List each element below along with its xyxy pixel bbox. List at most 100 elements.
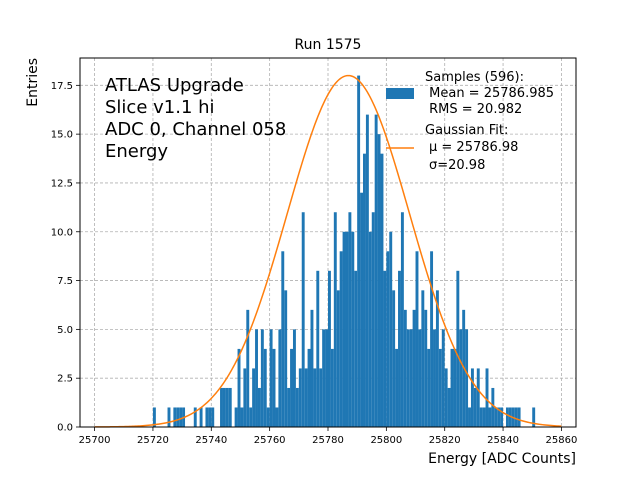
chart-title: Run 1575 bbox=[295, 37, 362, 53]
histogram-bar bbox=[485, 368, 489, 427]
histogram-bar bbox=[249, 407, 253, 427]
histogram-bar bbox=[176, 407, 180, 427]
histogram-bar bbox=[505, 407, 509, 427]
histogram-bar bbox=[354, 270, 358, 427]
histogram-bar bbox=[193, 407, 197, 427]
x-tick-label: 25840 bbox=[487, 435, 519, 446]
y-tick-label: 0.0 bbox=[57, 423, 73, 434]
histogram-bar bbox=[205, 407, 209, 427]
histogram-bar bbox=[333, 212, 337, 427]
histogram-bar bbox=[415, 251, 419, 427]
histogram-bar bbox=[179, 407, 183, 427]
histogram-bar bbox=[330, 348, 334, 427]
histogram-bar bbox=[278, 329, 282, 427]
gaussian-fit-curve bbox=[94, 74, 562, 428]
histogram-bar bbox=[438, 348, 442, 427]
histogram-bar bbox=[398, 270, 401, 427]
histogram-bar bbox=[228, 387, 232, 427]
histogram-bar bbox=[368, 231, 372, 427]
histogram-bar bbox=[412, 309, 416, 427]
histogram-bar bbox=[208, 407, 212, 427]
x-tick-label: 25740 bbox=[195, 435, 227, 446]
histogram-bar bbox=[322, 329, 326, 427]
info-line-experiment: ATLAS Upgrade bbox=[105, 75, 244, 96]
histogram-bar bbox=[351, 231, 355, 427]
histogram-bar bbox=[336, 290, 340, 427]
histogram-bar bbox=[328, 270, 331, 427]
histogram-bar bbox=[386, 251, 390, 427]
histogram-bar bbox=[269, 329, 273, 427]
y-tick-label: 5.0 bbox=[57, 325, 73, 336]
y-axis-ticks: 0.0 2.5 5.0 7.5 10.0 12.5 15.0 17.5 bbox=[51, 81, 80, 434]
histogram-bar bbox=[272, 348, 276, 427]
histogram-bar bbox=[406, 329, 410, 427]
histogram-bar bbox=[418, 329, 422, 427]
histogram-bar bbox=[494, 407, 498, 427]
histogram-bar bbox=[365, 114, 369, 427]
histogram-bar bbox=[199, 407, 203, 427]
histogram-bar bbox=[287, 387, 291, 427]
histogram-bar bbox=[444, 368, 448, 427]
histogram-bar bbox=[240, 407, 244, 427]
x-tick-label: 25760 bbox=[254, 435, 286, 446]
histogram-bar bbox=[292, 329, 296, 427]
x-tick-label: 25860 bbox=[546, 435, 578, 446]
histogram-bar bbox=[500, 407, 504, 427]
histogram-bar bbox=[234, 407, 238, 427]
y-tick-label: 15.0 bbox=[51, 130, 73, 141]
x-axis-ticks: 25700 25720 25740 25760 25780 25800 25820 25840… bbox=[79, 427, 578, 446]
histogram-bar bbox=[275, 407, 279, 427]
x-tick-label: 25800 bbox=[370, 435, 402, 446]
histogram-bar bbox=[310, 309, 314, 427]
histogram-bar bbox=[468, 407, 471, 427]
info-line-quantity: Energy bbox=[105, 141, 168, 162]
histogram-bar bbox=[345, 231, 349, 427]
y-tick-label: 2.5 bbox=[57, 374, 73, 385]
histogram-bar bbox=[476, 368, 480, 427]
histogram-bar bbox=[424, 309, 428, 427]
legend-histogram-label-line3: RMS = 20.982 bbox=[425, 102, 522, 117]
histogram-bar bbox=[173, 407, 177, 427]
histogram-bar bbox=[482, 407, 486, 427]
x-axis-label: Energy [ADC Counts] bbox=[428, 451, 576, 467]
histogram-bar bbox=[403, 309, 407, 427]
histogram-bar bbox=[167, 407, 171, 427]
histogram-bar bbox=[260, 329, 264, 427]
legend-histogram-swatch bbox=[386, 88, 414, 99]
histogram-bar bbox=[491, 387, 495, 427]
histogram-bar bbox=[295, 387, 299, 427]
histogram-bar bbox=[488, 407, 492, 427]
histogram-bar bbox=[237, 348, 241, 427]
histogram-bar bbox=[281, 251, 285, 427]
histogram-bar bbox=[409, 329, 413, 427]
histogram-bar bbox=[479, 407, 483, 427]
histogram-bar bbox=[433, 329, 436, 427]
histogram-bar bbox=[421, 290, 425, 427]
histogram-bar bbox=[473, 387, 477, 427]
legend-fit-label-line3: σ=20.98 bbox=[429, 158, 485, 173]
histogram-bar bbox=[395, 348, 399, 427]
info-line-slice: Slice v1.1 hi bbox=[105, 97, 215, 118]
histogram-bar bbox=[377, 134, 381, 427]
x-tick-label: 25700 bbox=[79, 435, 111, 446]
x-tick-label: 25720 bbox=[137, 435, 169, 446]
histogram-bar bbox=[307, 348, 311, 427]
histogram-bar bbox=[508, 407, 512, 427]
legend-fit-label-line2: μ = 25786.98 bbox=[429, 140, 518, 155]
histogram-bar bbox=[225, 387, 229, 427]
histogram-bar bbox=[465, 329, 469, 427]
x-tick-label: 25820 bbox=[429, 435, 461, 446]
histogram-bar bbox=[342, 231, 346, 427]
histogram-bar bbox=[152, 407, 156, 427]
y-tick-label: 17.5 bbox=[51, 81, 73, 92]
histogram-bar bbox=[380, 153, 384, 427]
histogram-bar bbox=[284, 290, 288, 427]
y-tick-label: 12.5 bbox=[51, 178, 73, 189]
histogram-bar bbox=[441, 329, 445, 427]
histogram-bar bbox=[453, 348, 457, 427]
histogram-bar bbox=[517, 407, 521, 427]
histogram-bar bbox=[252, 368, 256, 427]
histogram-bar bbox=[497, 407, 501, 427]
histogram-bar bbox=[316, 270, 320, 427]
